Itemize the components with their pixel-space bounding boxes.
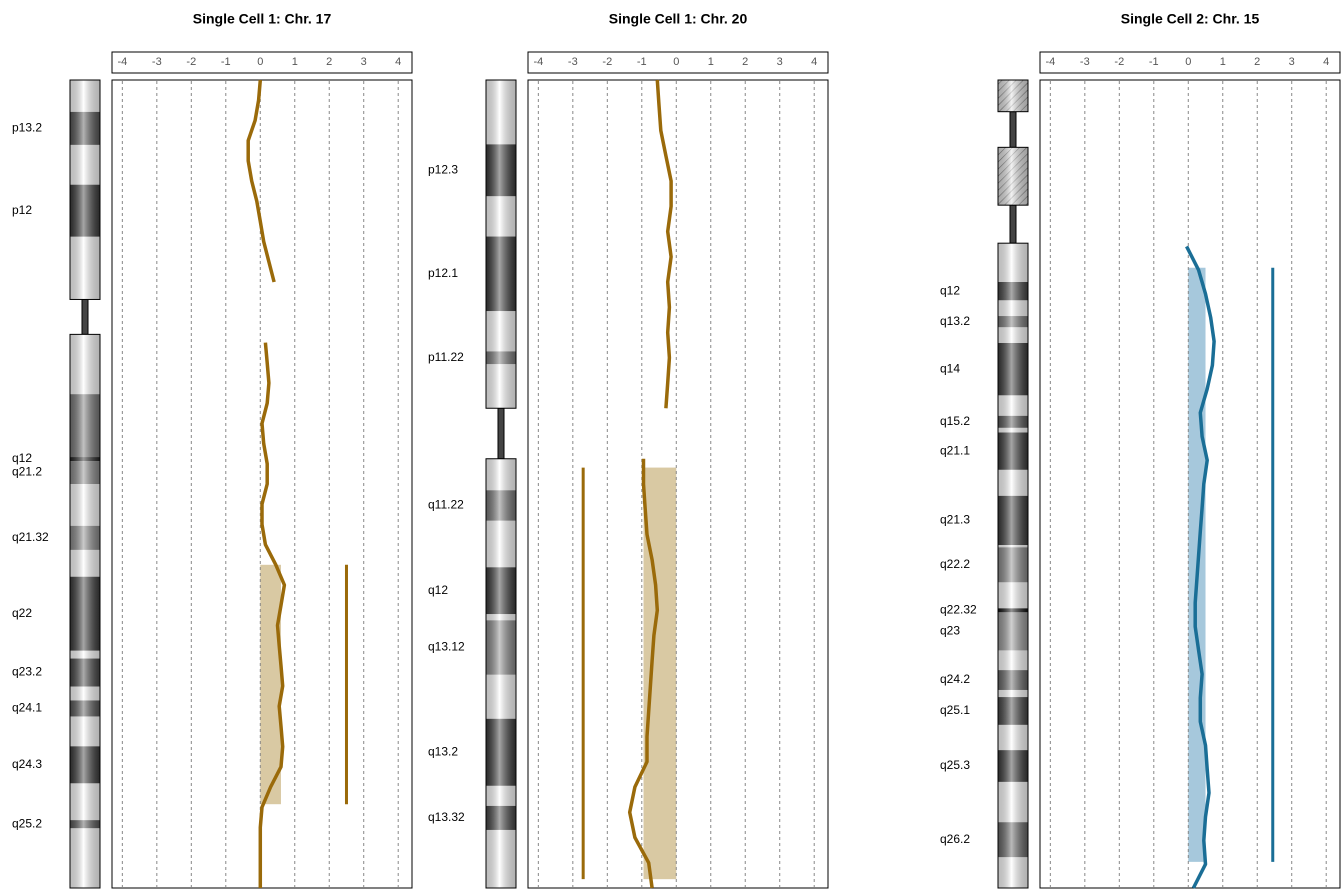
- x-tick-label: -2: [602, 56, 612, 68]
- x-tick-label: 2: [742, 56, 748, 68]
- x-tick-label: -4: [1045, 56, 1055, 68]
- x-tick-label: 0: [257, 56, 263, 68]
- x-tick-label: -3: [568, 56, 578, 68]
- chromosome-outline: [998, 80, 1028, 112]
- band-label: q25.2: [12, 816, 42, 830]
- band-label: p12: [12, 203, 32, 217]
- x-tick-label: 3: [777, 56, 783, 68]
- band-label: p12.3: [428, 162, 458, 176]
- band-label: q22.32: [940, 603, 977, 617]
- band-label: p13.2: [12, 121, 42, 135]
- band-label: q12: [428, 583, 448, 597]
- band-label: q24.2: [940, 672, 970, 686]
- chromosome-outline: [486, 459, 516, 888]
- chart: Single Cell 1: Chr. 17 -4 -3 -2 -1 0 1 2 3 4 p13.2…: [0, 0, 1343, 893]
- x-tick-label: 2: [326, 56, 332, 68]
- x-tick-label: -2: [186, 56, 196, 68]
- band-label: q21.32: [12, 530, 49, 544]
- x-tick-label: -3: [152, 56, 162, 68]
- centromere: [1010, 205, 1016, 243]
- x-tick-label: -4: [117, 56, 127, 68]
- x-tick-label: 1: [292, 56, 298, 68]
- band-label: q24.1: [12, 701, 42, 715]
- band-label: q25.3: [940, 758, 970, 772]
- band-label: q11.22: [428, 498, 464, 512]
- x-tick-label: 1: [1220, 56, 1226, 68]
- panel-title: Single Cell 2: Chr. 15: [1121, 11, 1260, 27]
- band-label: q13.32: [428, 810, 465, 824]
- band-label: q24.3: [12, 757, 42, 771]
- x-tick-label: 3: [361, 56, 367, 68]
- x-tick-label: 2: [1254, 56, 1260, 68]
- x-tick-label: 4: [395, 56, 401, 68]
- chromosome-outline: [70, 334, 100, 888]
- band-label: q12: [940, 283, 960, 297]
- band-label: q13.2: [940, 314, 970, 328]
- chromosome-outline: [70, 80, 100, 299]
- band-label: q13.12: [428, 640, 465, 654]
- aberration-region: [260, 565, 281, 804]
- x-tick-label: 3: [1289, 56, 1295, 68]
- centromere: [498, 408, 504, 459]
- x-tick-label: 4: [811, 56, 817, 68]
- band-label: q22.2: [940, 557, 970, 571]
- x-tick-label: -1: [221, 56, 231, 68]
- band-label: q22: [12, 606, 32, 620]
- band-label: q21.2: [12, 465, 42, 479]
- chromosome-outline: [998, 243, 1028, 888]
- chromosome-outline: [486, 80, 516, 408]
- x-tick-label: -4: [533, 56, 543, 68]
- centromere: [1010, 112, 1016, 148]
- band-label: q21.3: [940, 513, 970, 527]
- x-tick-label: -3: [1080, 56, 1090, 68]
- band-label: q25.1: [940, 703, 970, 717]
- x-tick-label: 0: [673, 56, 679, 68]
- band-label: p11.22: [428, 350, 464, 364]
- band-label: q12: [12, 451, 32, 465]
- x-tick-label: -1: [637, 56, 647, 68]
- chromosome-outline: [998, 147, 1028, 205]
- band-label: q26.2: [940, 832, 970, 846]
- band-label: q14: [940, 361, 960, 375]
- x-tick-label: 1: [708, 56, 714, 68]
- band-label: p12.1: [428, 266, 458, 280]
- x-tick-label: 4: [1323, 56, 1329, 68]
- centromere: [82, 299, 88, 334]
- band-label: q21.1: [940, 443, 970, 457]
- band-label: q13.2: [428, 744, 458, 758]
- aberration-region: [644, 468, 677, 880]
- band-label: q15.2: [940, 414, 970, 428]
- panel-title: Single Cell 1: Chr. 17: [193, 11, 332, 27]
- x-tick-label: -2: [1114, 56, 1124, 68]
- band-label: q23: [940, 624, 960, 638]
- band-label: q23.2: [12, 665, 42, 679]
- panel-title: Single Cell 1: Chr. 20: [609, 11, 748, 27]
- x-tick-label: -1: [1149, 56, 1159, 68]
- x-tick-label: 0: [1185, 56, 1191, 68]
